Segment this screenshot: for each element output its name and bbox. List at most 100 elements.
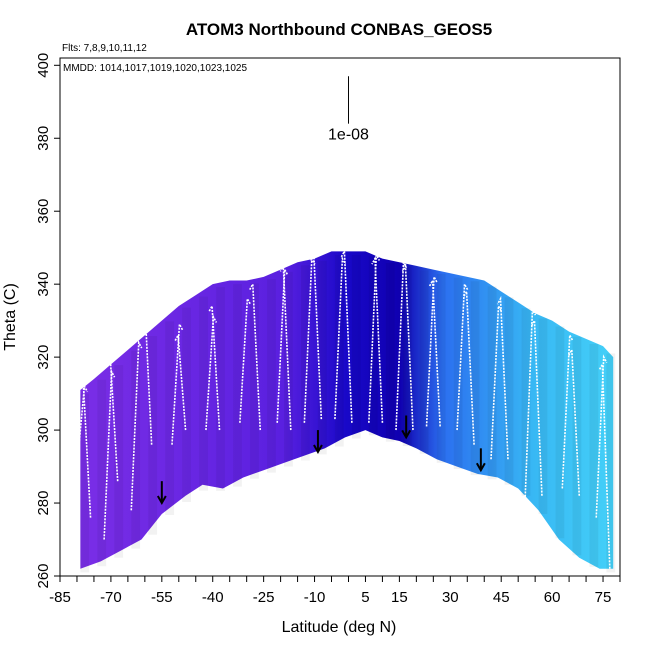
flight-profile xyxy=(496,295,509,460)
x-axis: -85 -70 -55 -40 -25 -10 5 15 30 45 60 75 xyxy=(49,575,621,606)
y-tick-label: 360 xyxy=(35,199,52,224)
y-tick-label: 320 xyxy=(35,345,52,370)
field-block xyxy=(242,288,251,486)
field-block xyxy=(581,333,590,555)
field-block xyxy=(292,272,301,467)
field-block xyxy=(402,266,412,447)
dates-label: MMDD: 1014,1017,1019,1020,1023,1025 xyxy=(63,63,247,74)
flight-profile xyxy=(456,281,469,431)
x-axis-label: Latitude (deg N) xyxy=(282,619,397,636)
field-block xyxy=(300,265,310,461)
field-block xyxy=(216,287,225,491)
y-tick-label: 340 xyxy=(35,272,52,297)
field-block xyxy=(317,260,327,455)
x-tick-label: -85 xyxy=(49,589,71,606)
field-block xyxy=(165,321,175,516)
flight-profile xyxy=(334,255,347,420)
field-block xyxy=(479,276,488,471)
flight-profile xyxy=(303,255,316,423)
flights-label: Flts: 7,8,9,10,11,12 xyxy=(62,43,147,54)
descent-arrow xyxy=(401,415,412,440)
field-block xyxy=(114,365,124,558)
field-block xyxy=(233,284,242,487)
x-tick-label: 45 xyxy=(493,589,510,606)
flight-profile xyxy=(340,248,353,423)
flight-profile xyxy=(76,383,89,467)
field-block xyxy=(343,259,352,446)
field-block xyxy=(89,390,98,573)
flight-profile xyxy=(524,306,537,504)
x-tick-label: 30 xyxy=(442,589,459,606)
flight-profile xyxy=(310,252,323,420)
x-tick-label: -70 xyxy=(100,589,122,606)
flight-profile xyxy=(79,376,92,518)
y-tick-label: 400 xyxy=(35,53,52,78)
arrows xyxy=(156,415,486,506)
field-block xyxy=(182,307,192,502)
x-tick-label: -25 xyxy=(253,589,275,606)
field-block xyxy=(199,296,208,491)
flight-profile xyxy=(568,346,581,496)
field-blocks xyxy=(80,254,616,573)
flight-profiles xyxy=(76,248,611,569)
field-block xyxy=(555,326,565,539)
field-block xyxy=(606,353,616,573)
x-tick-label: 60 xyxy=(544,589,561,606)
y-tick-label: 260 xyxy=(35,563,52,588)
flight-profile xyxy=(130,339,143,511)
x-tick-label: 75 xyxy=(595,589,612,606)
flight-profile xyxy=(208,303,221,431)
field-block xyxy=(225,289,234,495)
field-block xyxy=(250,283,259,479)
flight-profile xyxy=(103,368,116,540)
flight-profile xyxy=(106,354,119,482)
x-tick-label: -40 xyxy=(202,589,224,606)
flight-profile xyxy=(171,321,184,445)
field-block xyxy=(436,273,446,463)
flight-profile xyxy=(368,252,381,423)
field-block xyxy=(131,350,141,549)
field-block xyxy=(148,335,158,535)
flight-profile xyxy=(530,317,543,496)
field-block xyxy=(334,254,344,447)
flight-profile xyxy=(395,259,408,431)
field-block xyxy=(191,306,200,500)
x-tick-label: -55 xyxy=(151,589,173,606)
flight-profile xyxy=(595,354,608,518)
flight-profile xyxy=(249,281,262,431)
field-block xyxy=(419,270,429,454)
x-tick-label: 5 xyxy=(361,589,369,606)
field-block xyxy=(326,261,335,455)
descent-arrow xyxy=(313,430,323,454)
field-block xyxy=(267,279,276,473)
field-block xyxy=(259,285,268,479)
field-block xyxy=(368,256,378,436)
field-block xyxy=(97,379,107,567)
chart-title: ATOM3 Northbound CONBAS_GEOS5 xyxy=(186,20,492,39)
field-block xyxy=(385,263,395,442)
flight-profile xyxy=(205,314,218,431)
field-block xyxy=(487,286,497,480)
field-block xyxy=(470,281,480,476)
flight-profile xyxy=(425,274,438,427)
field-block xyxy=(351,254,361,439)
field-block xyxy=(80,393,90,573)
field-block xyxy=(123,362,132,557)
descent-arrow xyxy=(156,481,167,506)
field-block xyxy=(589,343,599,567)
field-block xyxy=(521,308,531,496)
flight-profile xyxy=(174,332,187,431)
flight-profile xyxy=(401,263,414,431)
descent-arrow xyxy=(475,448,486,473)
y-axis: 260 280 300 320 340 360 380 400 xyxy=(35,53,60,589)
y-tick-label: 300 xyxy=(35,418,52,443)
field-block xyxy=(453,277,463,469)
x-tick-label: 15 xyxy=(391,589,408,606)
field-block xyxy=(547,315,556,519)
y-axis-label: Theta (C) xyxy=(2,283,19,351)
field-block xyxy=(513,295,522,482)
flight-profile xyxy=(428,277,441,427)
field-block xyxy=(445,268,454,458)
field-block xyxy=(538,318,548,514)
flight-profile xyxy=(279,263,292,431)
